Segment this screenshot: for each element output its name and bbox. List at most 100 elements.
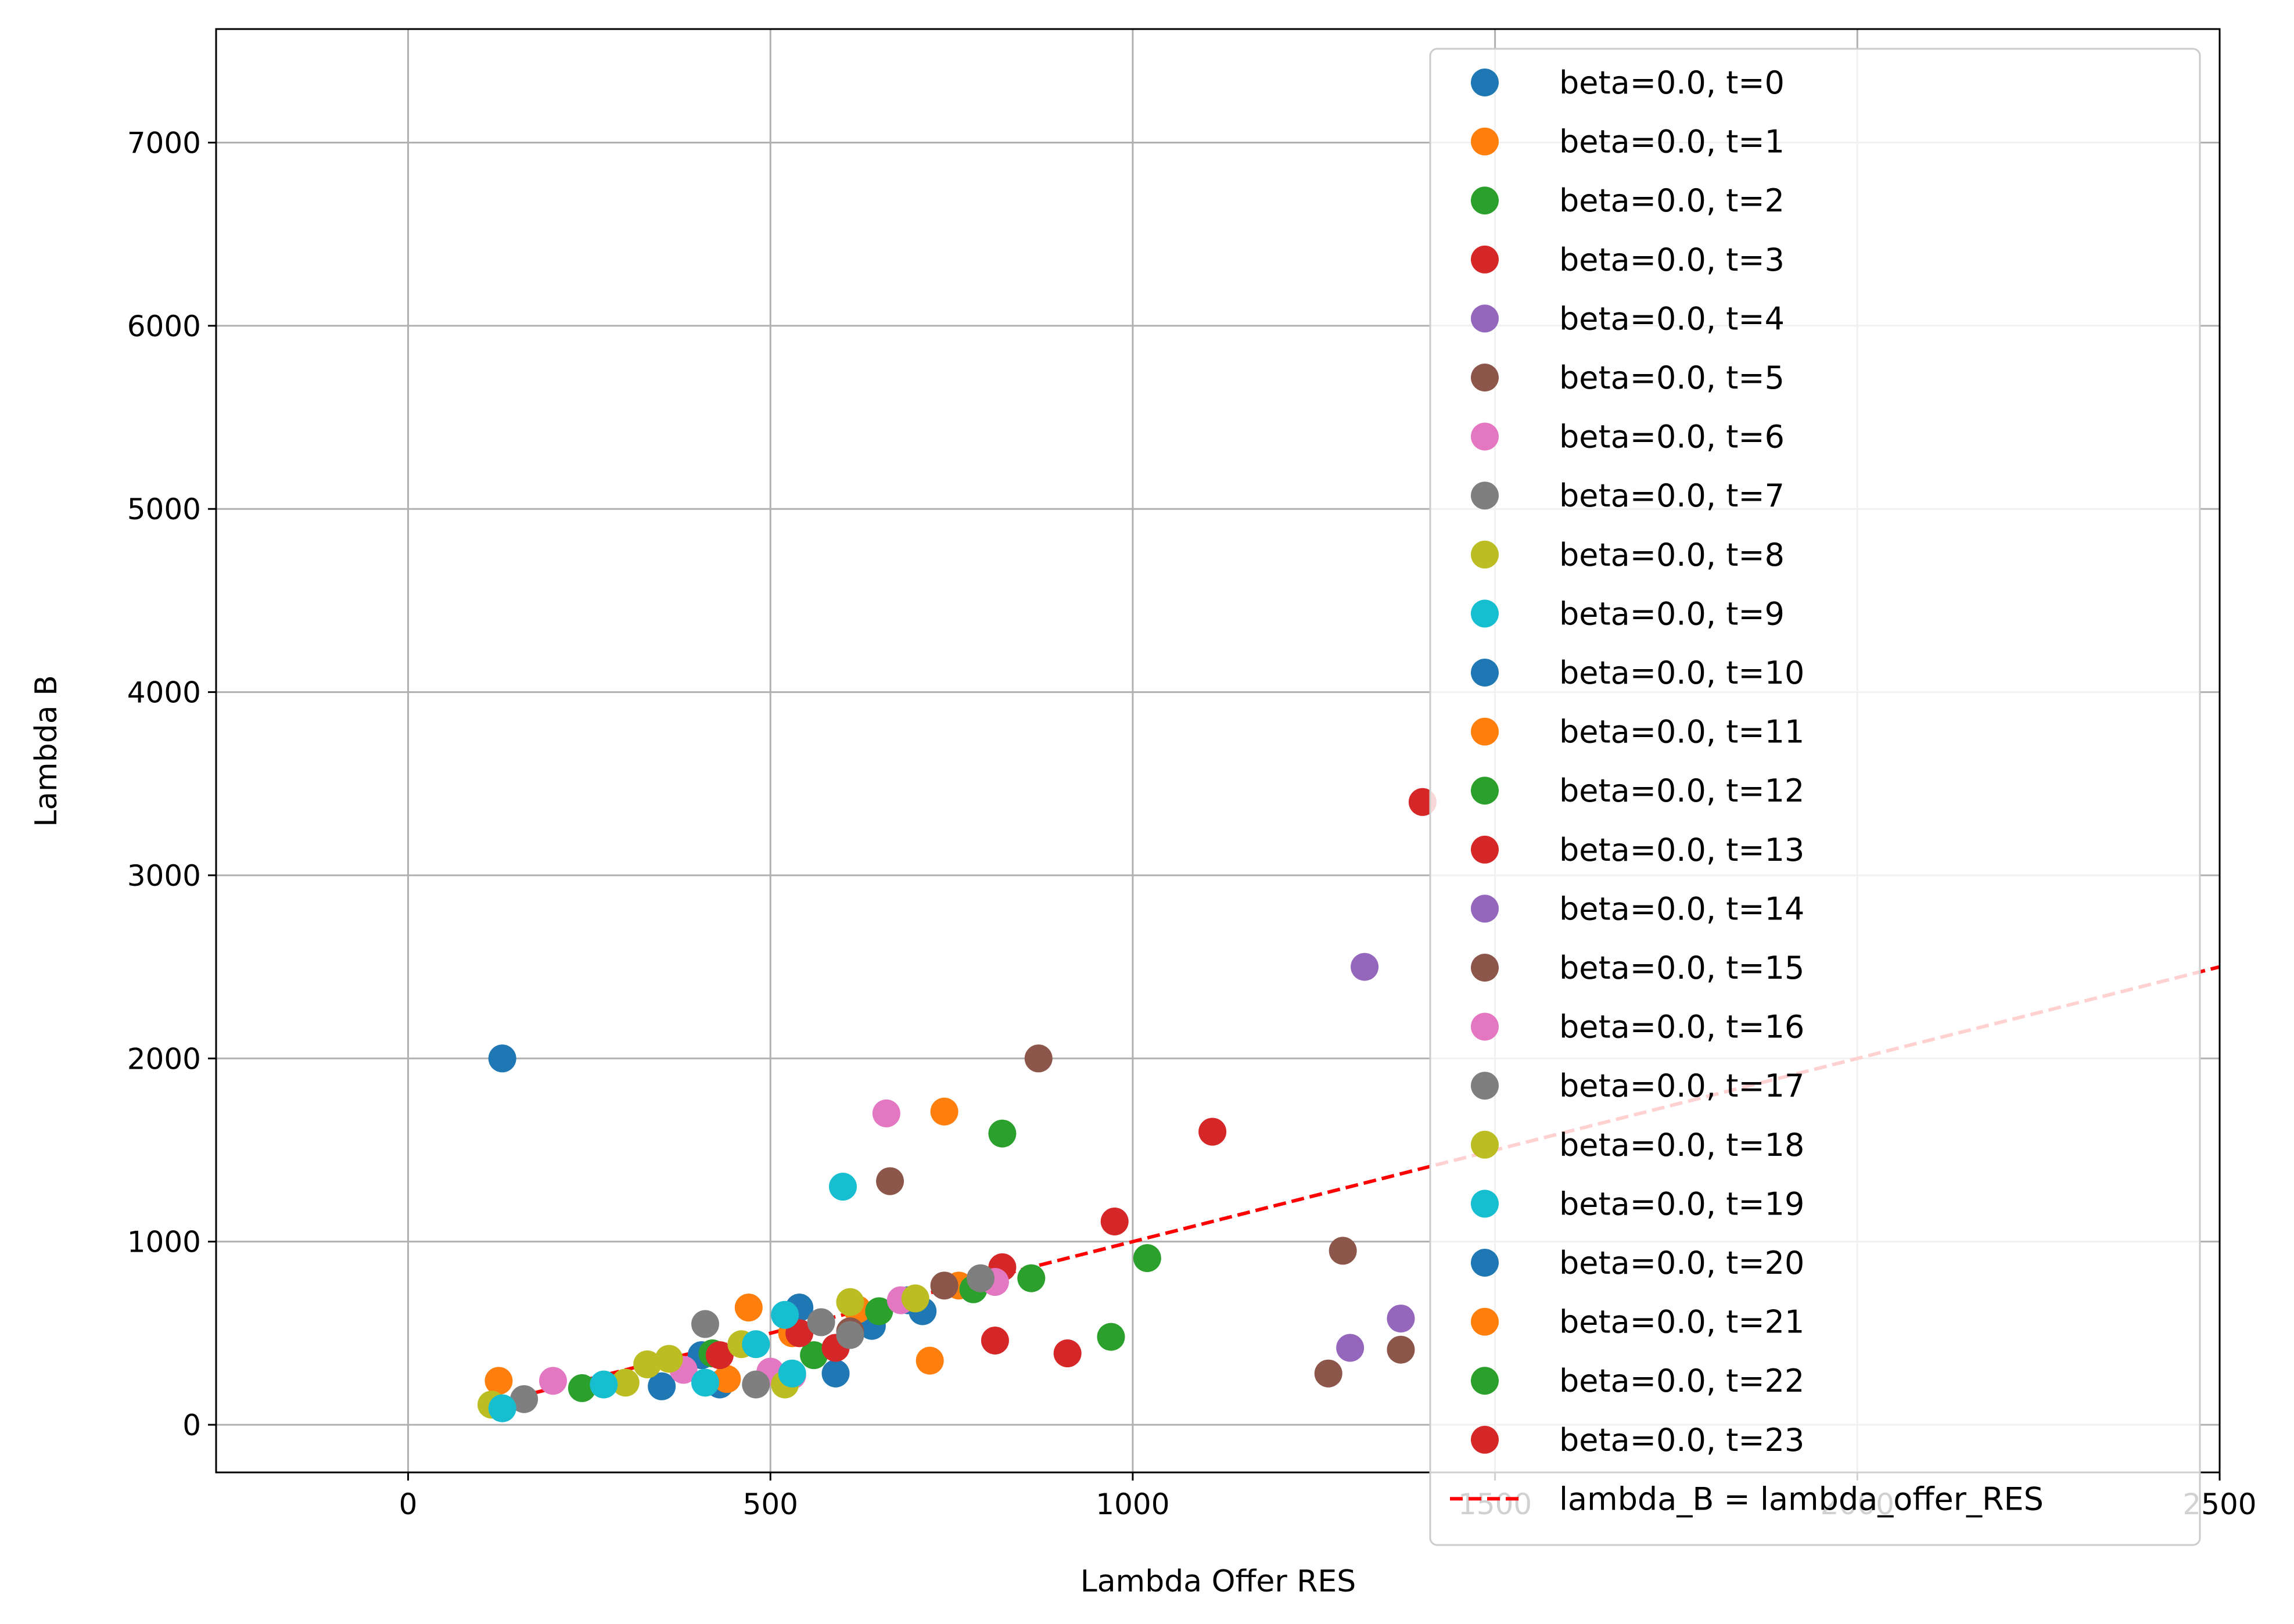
data-point (821, 1359, 850, 1388)
legend-label: beta=0.0, t=23 (1559, 1422, 1804, 1458)
data-point (916, 1346, 944, 1375)
legend: beta=0.0, t=0 beta=0.0, t=1 beta=0.0, t=2 b… (1429, 48, 2201, 1546)
data-point (966, 1264, 995, 1292)
legend-label: beta=0.0, t=1 (1559, 124, 1785, 160)
legend-label: beta=0.0, t=16 (1559, 1009, 1804, 1045)
legend-marker (1471, 540, 1499, 569)
legend-label: beta=0.0, t=19 (1559, 1185, 1804, 1222)
legend-marker (1471, 717, 1499, 746)
y-tick-label: 1000 (127, 1226, 201, 1259)
legend-label: beta=0.0, t=13 (1559, 832, 1804, 868)
x-tick-label: 500 (743, 1488, 798, 1521)
data-point (1097, 1323, 1125, 1351)
legend-marker (1471, 186, 1499, 215)
data-point (742, 1330, 770, 1359)
data-point (930, 1097, 958, 1126)
data-point (1017, 1264, 1046, 1292)
legend-label: beta=0.0, t=8 (1559, 537, 1785, 573)
data-point (988, 1119, 1017, 1148)
y-axis-label: Lambda B (29, 675, 64, 827)
legend-marker (1471, 422, 1499, 451)
y-tick-label: 0 (182, 1409, 201, 1442)
legend-label: beta=0.0, t=10 (1559, 655, 1804, 691)
legend-label: beta=0.0, t=3 (1559, 242, 1785, 278)
legend-label: beta=0.0, t=7 (1559, 477, 1785, 514)
legend-marker (1471, 835, 1499, 864)
legend-marker (1471, 245, 1499, 274)
legend-marker (1471, 659, 1499, 687)
data-point (611, 1368, 640, 1397)
legend-marker (1471, 954, 1499, 982)
legend-box (1429, 48, 2201, 1546)
data-point (981, 1326, 1009, 1354)
data-point (705, 1341, 734, 1370)
data-points (478, 788, 1437, 1422)
y-tick-label: 4000 (127, 676, 201, 710)
legend-label: beta=0.0, t=9 (1559, 595, 1785, 632)
data-point (876, 1167, 904, 1195)
data-point (807, 1308, 835, 1336)
data-point (930, 1271, 958, 1300)
data-point (1329, 1237, 1357, 1265)
data-point (1198, 1118, 1227, 1146)
legend-marker (1471, 1190, 1499, 1218)
legend-marker (1471, 1072, 1499, 1100)
data-point (488, 1044, 516, 1073)
legend-label: beta=0.0, t=5 (1559, 360, 1785, 396)
data-point (771, 1300, 799, 1329)
data-point (655, 1345, 683, 1373)
data-point (633, 1350, 662, 1378)
legend-label: lambda_B = lambda_offer_RES (1559, 1481, 2044, 1517)
data-point (828, 1173, 857, 1201)
data-point (1133, 1244, 1161, 1273)
legend-label: beta=0.0, t=18 (1559, 1127, 1804, 1163)
legend-marker (1471, 304, 1499, 333)
data-point (1053, 1339, 1082, 1368)
legend-marker (1471, 364, 1499, 391)
y-tick-label: 6000 (127, 310, 201, 343)
y-tick-label: 5000 (127, 493, 201, 526)
legend-label: beta=0.0, t=22 (1559, 1363, 1804, 1399)
legend-marker (1471, 1249, 1499, 1277)
data-point (872, 1099, 900, 1127)
data-point (865, 1297, 893, 1325)
data-point (1314, 1359, 1342, 1388)
x-tick-label: 1000 (1096, 1488, 1169, 1521)
legend-marker (1471, 599, 1499, 628)
legend-marker (1471, 777, 1499, 805)
data-point (1024, 1044, 1053, 1073)
data-point (1100, 1207, 1129, 1235)
data-point (734, 1294, 763, 1322)
data-point (691, 1368, 719, 1397)
legend-label: beta=0.0, t=15 (1559, 950, 1804, 986)
legend-label: beta=0.0, t=12 (1559, 773, 1804, 809)
data-point (742, 1370, 770, 1399)
data-point (778, 1359, 806, 1388)
data-point (1387, 1335, 1415, 1364)
legend-marker (1471, 1130, 1499, 1159)
legend-label: beta=0.0, t=14 (1559, 890, 1804, 927)
plot-frame (215, 28, 2221, 1474)
legend-marker (1471, 1367, 1499, 1395)
legend-label: beta=0.0, t=6 (1559, 419, 1785, 455)
data-point (568, 1374, 596, 1402)
legend-label: beta=0.0, t=4 (1559, 300, 1785, 337)
legend-marker (1471, 1012, 1499, 1041)
legend-marker (1471, 1425, 1499, 1454)
data-point (539, 1367, 568, 1395)
data-point (1336, 1334, 1365, 1362)
legend-label: beta=0.0, t=11 (1559, 714, 1804, 750)
legend-marker (1471, 894, 1499, 923)
legend-marker (1471, 482, 1499, 510)
data-point (836, 1321, 864, 1349)
x-axis-label: Lambda Offer RES (1080, 1564, 1356, 1599)
data-point (836, 1288, 864, 1316)
legend-marker (1471, 69, 1499, 96)
x-tick-label: 0 (399, 1488, 418, 1521)
y-tick-label: 3000 (127, 859, 201, 893)
legend-label: beta=0.0, t=17 (1559, 1068, 1804, 1104)
data-point (1387, 1305, 1415, 1333)
data-point (901, 1284, 929, 1313)
legend-label: beta=0.0, t=20 (1559, 1245, 1804, 1281)
